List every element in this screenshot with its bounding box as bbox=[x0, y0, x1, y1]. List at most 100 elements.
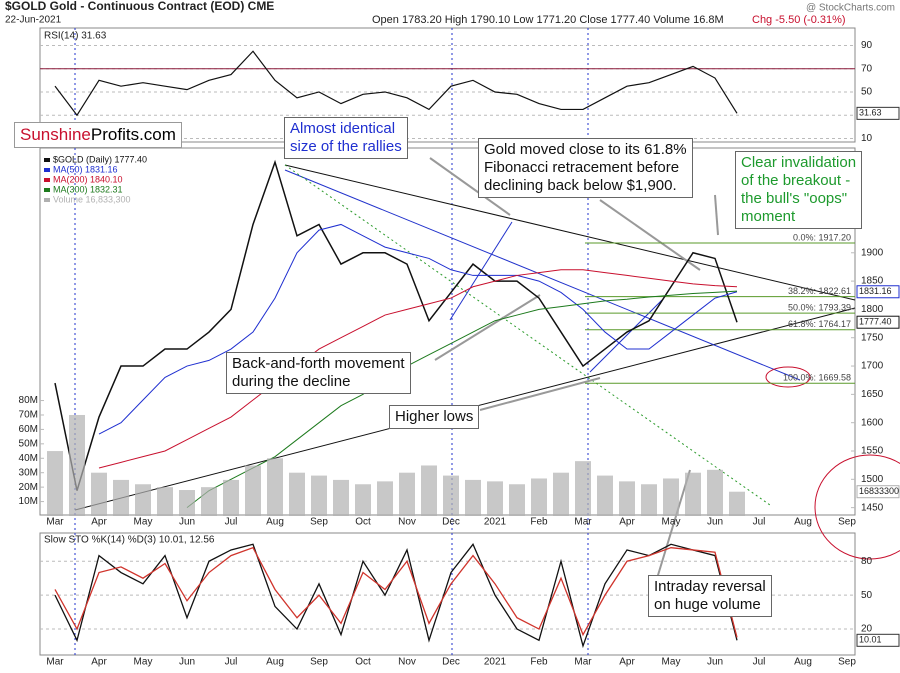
volume-bar bbox=[267, 458, 283, 516]
annotation-line: Higher lows bbox=[395, 408, 474, 425]
x-tick-label: Aug bbox=[266, 517, 284, 528]
y-tick-label: 20 bbox=[861, 624, 873, 635]
volume-bar bbox=[91, 472, 107, 516]
legend-label: Volume 16,833,300 bbox=[53, 194, 131, 204]
annotation-line: Fibonacci retracement before bbox=[484, 159, 680, 176]
y-tick-label: 50 bbox=[861, 87, 873, 98]
volume-bar bbox=[663, 478, 679, 516]
credit: @ StockCharts.com bbox=[806, 3, 895, 14]
series-line bbox=[54, 50, 738, 117]
x-tick-label: Oct bbox=[355, 517, 371, 528]
value-label: 1777.40 bbox=[859, 317, 892, 327]
y-tick-label: 10M bbox=[19, 496, 38, 507]
sto-title: Slow STO %K(14) %D(3) 10.01, 12.56 bbox=[44, 535, 215, 546]
legend-swatch bbox=[44, 168, 50, 172]
y-tick-label: 1900 bbox=[861, 247, 884, 258]
x-tick-label: Sep bbox=[310, 517, 328, 528]
quote: Open 1783.20 High 1790.10 Low 1771.20 Cl… bbox=[372, 14, 724, 26]
fib-label: 61.8%: 1764.17 bbox=[788, 319, 851, 329]
fib-label: 50.0%: 1793.39 bbox=[788, 303, 851, 313]
y-tick-label: 40M bbox=[19, 453, 38, 464]
x-tick-label: Aug bbox=[794, 657, 812, 668]
x-tick-label: Feb bbox=[530, 517, 548, 528]
fib-label: 38.2%: 1822.61 bbox=[788, 286, 851, 296]
annotation-line: Almost identical bbox=[290, 120, 396, 137]
value-box bbox=[856, 285, 900, 299]
x-tick-label: Mar bbox=[46, 517, 64, 528]
volume-bar bbox=[531, 478, 547, 516]
legend-swatch bbox=[44, 198, 50, 202]
value-label: 31.63 bbox=[859, 108, 882, 118]
volume-bar bbox=[685, 472, 701, 516]
annotation-line: the bull's "oops" bbox=[741, 190, 848, 207]
x-tick-label: 2021 bbox=[484, 657, 507, 668]
y-tick-label: 80M bbox=[19, 395, 38, 406]
y-tick-label: 30M bbox=[19, 467, 38, 478]
volume-bar bbox=[597, 475, 613, 516]
volume-bar bbox=[69, 414, 85, 516]
volume-bar bbox=[355, 484, 371, 516]
annotation: Intraday reversal on huge volume bbox=[648, 575, 772, 617]
legend-label: MA(300) 1832.31 bbox=[53, 184, 123, 194]
change: Chg -5.50 (-0.31%) bbox=[752, 14, 846, 26]
legend-label: MA(50) 1831.16 bbox=[53, 164, 118, 174]
x-tick-label: Mar bbox=[574, 657, 592, 668]
series-line bbox=[98, 269, 738, 469]
y-tick-label: 1750 bbox=[861, 332, 884, 343]
series-line bbox=[186, 290, 738, 509]
x-tick-label: Nov bbox=[398, 657, 416, 668]
y-tick-label: 1800 bbox=[861, 304, 884, 315]
value-box bbox=[856, 315, 900, 329]
volume-bar bbox=[729, 491, 745, 516]
x-tick-label: Dec bbox=[442, 517, 460, 528]
y-tick-label: 20M bbox=[19, 482, 38, 493]
annotation-line: of the breakout - bbox=[741, 172, 851, 189]
volume-bar bbox=[179, 490, 195, 516]
x-tick-label: Sep bbox=[838, 517, 856, 528]
annotation-line: Clear invalidation bbox=[741, 154, 857, 171]
annotation: Back-and-forth movement during the declin… bbox=[226, 352, 411, 394]
value-label: 1831.16 bbox=[859, 286, 892, 296]
x-tick-label: May bbox=[134, 657, 153, 668]
fib-label: 0.0%: 1917.20 bbox=[793, 232, 851, 242]
series-line bbox=[54, 546, 738, 638]
volume-bar bbox=[245, 465, 261, 516]
y-tick-label: 70M bbox=[19, 410, 38, 421]
x-tick-label: Jun bbox=[179, 657, 195, 668]
x-tick-label: Aug bbox=[266, 657, 284, 668]
x-tick-label: Oct bbox=[355, 657, 371, 668]
volume-bar bbox=[619, 481, 635, 516]
annotation-line: on huge volume bbox=[654, 596, 761, 613]
y-tick-label: 10 bbox=[861, 133, 873, 144]
value-box bbox=[856, 633, 900, 647]
y-tick-label: 1600 bbox=[861, 417, 884, 428]
fib-label: 100.0%: 1669.58 bbox=[783, 373, 851, 383]
x-tick-label: Sep bbox=[310, 657, 328, 668]
rsi-title: RSI(14) 31.63 bbox=[44, 31, 107, 42]
x-tick-label: May bbox=[662, 657, 681, 668]
annotation-line: during the decline bbox=[232, 373, 351, 390]
volume-bar bbox=[223, 479, 239, 516]
volume-bar bbox=[575, 461, 591, 516]
rsi-panel bbox=[39, 27, 856, 143]
legend-swatch bbox=[44, 188, 50, 192]
volume-bar bbox=[47, 451, 63, 516]
x-tick-label: Jul bbox=[753, 517, 766, 528]
y-tick-label: 1500 bbox=[861, 474, 884, 485]
x-tick-label: Jun bbox=[707, 517, 723, 528]
series-line bbox=[98, 223, 738, 435]
value-label: 16833300 bbox=[859, 486, 899, 496]
x-tick-label: Apr bbox=[619, 657, 635, 668]
y-tick-label: 1650 bbox=[861, 389, 884, 400]
x-tick-label: Mar bbox=[46, 657, 64, 668]
title: $GOLD Gold - Continuous Contract (EOD) C… bbox=[5, 0, 274, 13]
volume-bar bbox=[421, 465, 437, 516]
volume-bar bbox=[553, 472, 569, 516]
volume-bar bbox=[443, 475, 459, 516]
annotation-line: moment bbox=[741, 208, 796, 225]
series-line bbox=[54, 543, 738, 649]
logo-text: Profits.com bbox=[90, 125, 176, 144]
x-tick-label: Jul bbox=[225, 517, 238, 528]
